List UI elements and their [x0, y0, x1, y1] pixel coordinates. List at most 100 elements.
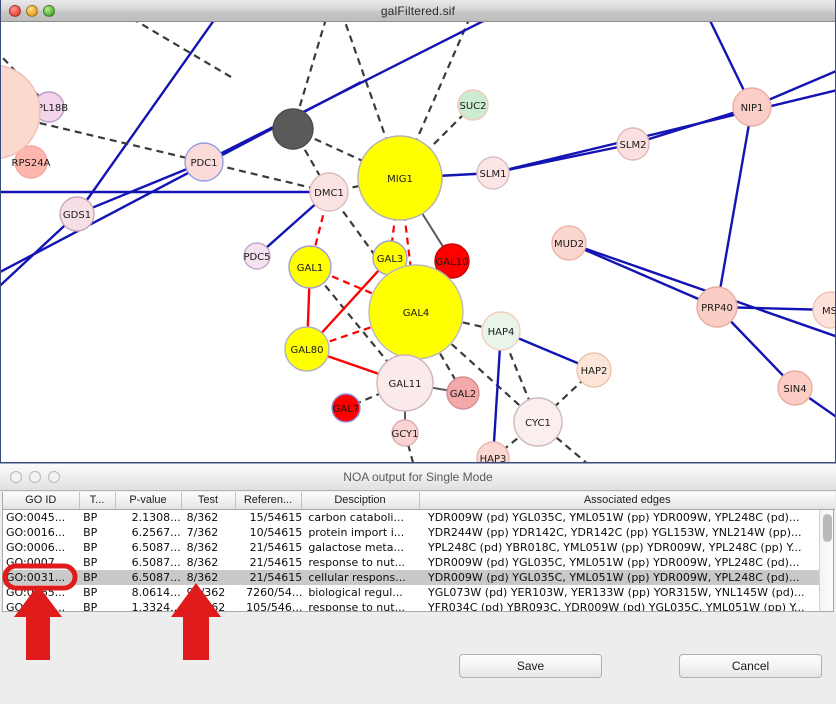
- cell-test: 8/362: [186, 540, 219, 554]
- cell-description: protein import i...: [308, 525, 405, 539]
- table-row[interactable]: GO:0031... BP 1.3324... 11/362 105/546... res…: [3, 600, 833, 612]
- network-node[interactable]: GAL1: [288, 245, 332, 289]
- column-header-p-value[interactable]: P-value: [115, 492, 182, 510]
- network-edge[interactable]: [203, 22, 521, 164]
- noa-window-controls[interactable]: [0, 471, 60, 483]
- cell-go-id: GO:0016...: [6, 525, 66, 539]
- network-node[interactable]: [1, 64, 41, 160]
- table-rows-scroll-area[interactable]: GO:0045... BP 2.1308... 8/362 15/54615 carbon…: [3, 509, 833, 612]
- main-window-title: galFiltered.sif: [380, 3, 456, 18]
- network-edge[interactable]: [751, 52, 835, 109]
- table-vertical-scrollbar[interactable]: [819, 509, 833, 611]
- network-edge[interactable]: [492, 142, 634, 175]
- column-header-associated-edges[interactable]: Associated edges: [419, 492, 835, 510]
- noa-maximize-button[interactable]: [48, 471, 60, 483]
- network-node[interactable]: [272, 108, 314, 150]
- cell-type: BP: [80, 569, 117, 585]
- network-edge[interactable]: [76, 22, 241, 215]
- table-row[interactable]: GO:0007... BP 6.5087... 8/362 21/54615 respon…: [3, 555, 833, 570]
- network-node[interactable]: SLM2: [616, 127, 650, 161]
- cell-go-id: GO:0065...: [6, 585, 66, 599]
- save-button[interactable]: Save: [459, 654, 602, 678]
- network-node[interactable]: GDS1: [59, 196, 95, 232]
- network-edge[interactable]: [203, 160, 330, 194]
- network-node[interactable]: SLM1: [476, 156, 510, 190]
- cell-p-value: 6.5087...: [116, 569, 184, 585]
- cell-test: 7/362: [186, 525, 219, 539]
- close-button[interactable]: [9, 4, 21, 17]
- network-node[interactable]: HAP4: [481, 311, 521, 351]
- cell-type: BP: [83, 510, 98, 524]
- network-edge[interactable]: [715, 106, 754, 308]
- network-node[interactable]: HAP3: [476, 441, 510, 462]
- cell-go-id: GO:0031...: [3, 569, 81, 585]
- table-row[interactable]: GO:0065... BP 8.0614... 94/362 7260/54... bio…: [3, 585, 833, 600]
- noa-results-table[interactable]: GO ID T... P-value Test Referen... Desci…: [2, 492, 835, 612]
- cell-p-value: 8.0614...: [131, 585, 181, 599]
- network-node[interactable]: HAP2: [576, 352, 612, 388]
- network-node[interactable]: GAL2: [446, 376, 480, 410]
- network-edge[interactable]: [568, 241, 718, 309]
- dialog-button-bar: Save Cancel: [0, 654, 836, 688]
- network-node[interactable]: CYC1: [513, 397, 563, 447]
- network-node[interactable]: DMC1: [309, 172, 349, 212]
- cell-reference: 21/54615: [238, 569, 306, 585]
- network-edge[interactable]: [291, 22, 331, 130]
- network-edge[interactable]: [632, 105, 753, 146]
- network-edge[interactable]: [76, 160, 205, 216]
- cell-associated-edges: YDR009W (pd) YGL035C, YML051W (pp) YDR00…: [428, 555, 800, 569]
- results-table-body[interactable]: GO:0045... BP 2.1308... 8/362 15/54615 carbon…: [3, 510, 833, 612]
- network-edge[interactable]: [492, 82, 835, 175]
- network-node[interactable]: NIP1: [732, 87, 772, 127]
- network-node[interactable]: GAL7: [331, 393, 361, 423]
- noa-title-bar: NOA output for Single Mode: [0, 464, 836, 491]
- network-node[interactable]: MSI: [812, 291, 835, 329]
- table-body[interactable]: GO:0045... BP 2.1308... 8/362 15/54615 carbon…: [3, 510, 833, 612]
- column-header-test[interactable]: Test: [181, 492, 236, 510]
- minimize-button[interactable]: [26, 4, 38, 17]
- cell-associated-edges: YDR244W (pp) YDR142C, YDR142C (pp) YGL15…: [428, 525, 802, 539]
- column-header-go-id[interactable]: GO ID: [3, 492, 80, 510]
- network-edge[interactable]: [121, 22, 232, 78]
- window-controls[interactable]: [1, 4, 55, 17]
- network-node[interactable]: GCY1: [391, 419, 419, 447]
- noa-close-button[interactable]: [10, 471, 22, 483]
- cell-type: BP: [83, 540, 98, 554]
- network-node[interactable]: SUC2: [457, 89, 489, 121]
- network-canvas[interactable]: RPL18B RPS24A GDS1 PDC1 PDC5 DMC1 SUC2 MIG1 SLM1…: [1, 22, 835, 462]
- network-edge[interactable]: [1, 213, 78, 322]
- cell-test: 11/362: [186, 600, 226, 612]
- cell-reference: 21/54615: [249, 555, 303, 569]
- network-node[interactable]: SIN4: [777, 370, 813, 406]
- network-node[interactable]: GAL11: [376, 354, 434, 412]
- network-edge[interactable]: [398, 22, 481, 179]
- table-row[interactable]: GO:0045... BP 2.1308... 8/362 15/54615 carbon…: [3, 510, 833, 525]
- network-node[interactable]: PRP40: [696, 286, 738, 328]
- table-row[interactable]: GO:0031... BP 6.5087... 8/362 21/54615 cellul…: [3, 569, 833, 585]
- network-node[interactable]: MIG1: [357, 135, 443, 221]
- network-node[interactable]: GAL80: [284, 326, 330, 372]
- column-header-type[interactable]: T...: [79, 492, 116, 510]
- cell-go-id: GO:0007...: [6, 555, 66, 569]
- noa-output-dialog: NOA output for Single Mode GO ID T... P-…: [0, 463, 836, 704]
- network-node[interactable]: GAL4: [368, 264, 464, 360]
- column-header-reference[interactable]: Referen...: [235, 492, 302, 510]
- cell-reference: 21/54615: [249, 540, 303, 554]
- table-row[interactable]: GO:0006... BP 6.5087... 8/362 21/54615 galact…: [3, 540, 833, 555]
- network-node[interactable]: MUD2: [551, 225, 587, 261]
- cell-p-value: 1.3324...: [131, 600, 181, 612]
- network-edge[interactable]: [491, 330, 503, 459]
- column-header-description[interactable]: Desciption: [301, 492, 420, 510]
- network-node[interactable]: PDC5: [243, 242, 271, 270]
- maximize-button[interactable]: [43, 4, 55, 17]
- network-node[interactable]: PDC1: [184, 142, 224, 182]
- scrollbar-thumb[interactable]: [823, 513, 832, 542]
- table-row[interactable]: GO:0016... BP 6.2567... 7/362 10/54615 protei…: [3, 525, 833, 540]
- cancel-button[interactable]: Cancel: [679, 654, 822, 678]
- cell-associated-edges: YFR034C (pd) YBR093C, YDR009W (pd) YGL03…: [428, 600, 805, 612]
- network-edge[interactable]: [794, 387, 835, 462]
- noa-minimize-button[interactable]: [29, 471, 41, 483]
